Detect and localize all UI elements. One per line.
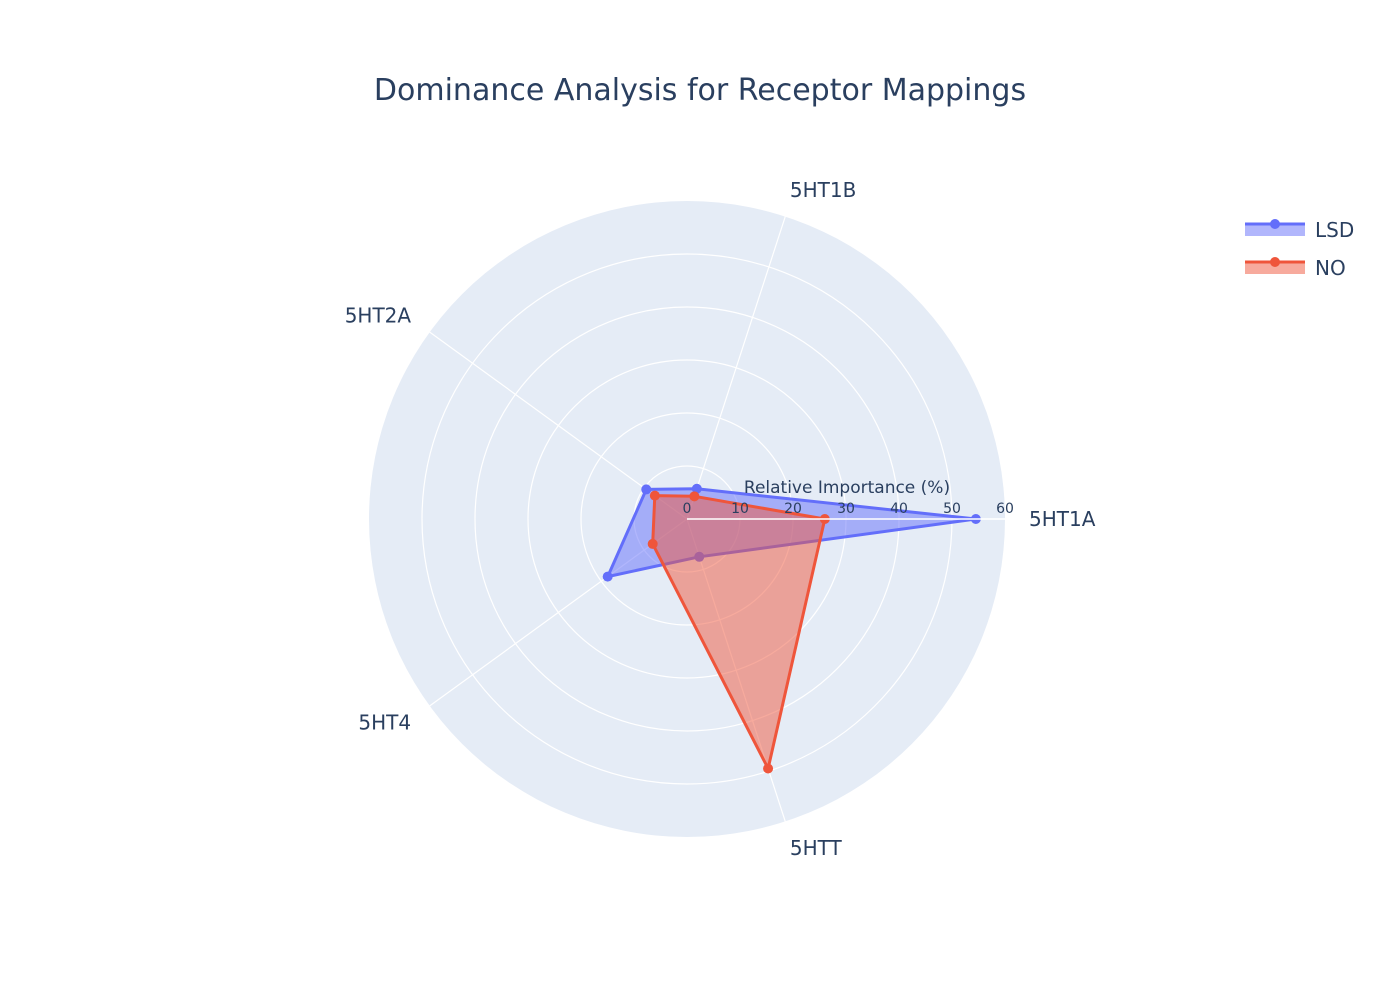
data-point-no-5htt[interactable] <box>763 763 774 774</box>
radial-tick-label: 40 <box>890 501 908 517</box>
legend-label: NO <box>1315 256 1346 280</box>
category-label-5ht1a: 5HT1A <box>1029 507 1096 531</box>
legend-marker <box>1270 257 1280 267</box>
series-layer <box>602 483 981 774</box>
data-point-lsd-5ht1b[interactable] <box>691 483 702 494</box>
radial-tick-label: 30 <box>837 501 855 517</box>
data-point-lsd-5ht4[interactable] <box>602 571 613 582</box>
radial-tick-label: 60 <box>996 501 1014 517</box>
data-point-no-5ht1b[interactable] <box>689 491 700 502</box>
series-area-no <box>651 494 827 770</box>
chart-title: Dominance Analysis for Receptor Mappings <box>374 73 1026 108</box>
category-label-5ht4: 5HT4 <box>358 710 411 734</box>
data-point-lsd-5ht2a[interactable] <box>641 484 652 495</box>
radial-axis-title: Relative Importance (%) <box>744 478 950 498</box>
legend[interactable]: LSD NO <box>1245 218 1354 280</box>
category-labels: 5HT1A 5HT1B 5HT2A 5HT4 5HTT <box>345 178 1096 860</box>
legend-item-lsd[interactable]: LSD <box>1245 218 1354 242</box>
category-label-5ht2a: 5HT2A <box>345 304 412 328</box>
data-point-no-5ht4[interactable] <box>647 538 658 549</box>
legend-item-no[interactable]: NO <box>1245 256 1346 280</box>
legend-swatch <box>1245 262 1305 274</box>
category-label-5ht1b: 5HT1B <box>790 178 856 202</box>
data-point-no-5ht2a[interactable] <box>649 490 660 501</box>
legend-marker <box>1270 219 1280 229</box>
series-no <box>647 490 830 774</box>
radial-tick-label: 10 <box>731 501 749 517</box>
grid-spoke <box>686 216 786 520</box>
radial-tick-label: 20 <box>784 501 802 517</box>
radial-tick-label: 0 <box>683 501 692 517</box>
radial-tick-label: 50 <box>943 501 961 517</box>
legend-swatch <box>1245 224 1305 236</box>
legend-label: LSD <box>1315 218 1354 242</box>
category-label-5htt: 5HTT <box>790 836 843 860</box>
radial-axis: 0 10 20 30 40 50 60 <box>683 501 1014 520</box>
